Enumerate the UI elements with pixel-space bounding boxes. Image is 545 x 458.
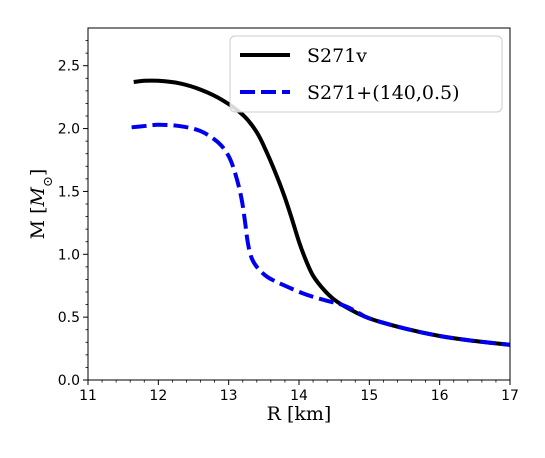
y-tick-label: 0.0: [58, 373, 80, 389]
y-axis-title-subscript: ⊙: [41, 176, 56, 187]
x-tick-label: 11: [79, 388, 97, 404]
series-line-1: [131, 122, 511, 347]
y-tick-label: 2.0: [58, 122, 80, 138]
legend-label-s271v: S271v: [307, 45, 367, 67]
x-tick-label: 13: [220, 388, 238, 404]
y-axis-title-main: M [: [27, 206, 49, 239]
x-tick-label: 15: [360, 388, 378, 404]
x-tick-label: 16: [431, 388, 449, 404]
y-tick-label: 1.0: [58, 247, 80, 263]
x-axis-title: R [km]: [267, 403, 332, 425]
y-axis-title-symbol: M: [27, 186, 49, 207]
y-tick-label: 2.5: [58, 59, 80, 75]
legend-box: [229, 35, 503, 113]
legend: S271v S271+(140,0.5): [229, 35, 503, 113]
y-tick-label: 1.5: [58, 184, 80, 200]
x-tick-label: 14: [290, 388, 308, 404]
y-axis-title: M [M⊙]: [27, 169, 56, 240]
x-tick-label: 12: [149, 388, 167, 404]
plot-frame: [87, 27, 511, 381]
y-tick-label: 0.5: [58, 310, 80, 326]
x-tick-label: 17: [501, 388, 519, 404]
legend-label-s271-140-05: S271+(140,0.5): [307, 82, 460, 104]
ticks-layer: 11 12 13 14 15 16 17 0.0 0.5 1.0 1.5 2.0 2.5: [58, 40, 519, 404]
series-layer: [131, 78, 511, 347]
series-line-0: [133, 78, 511, 347]
y-axis-title-end: ]: [27, 169, 49, 176]
